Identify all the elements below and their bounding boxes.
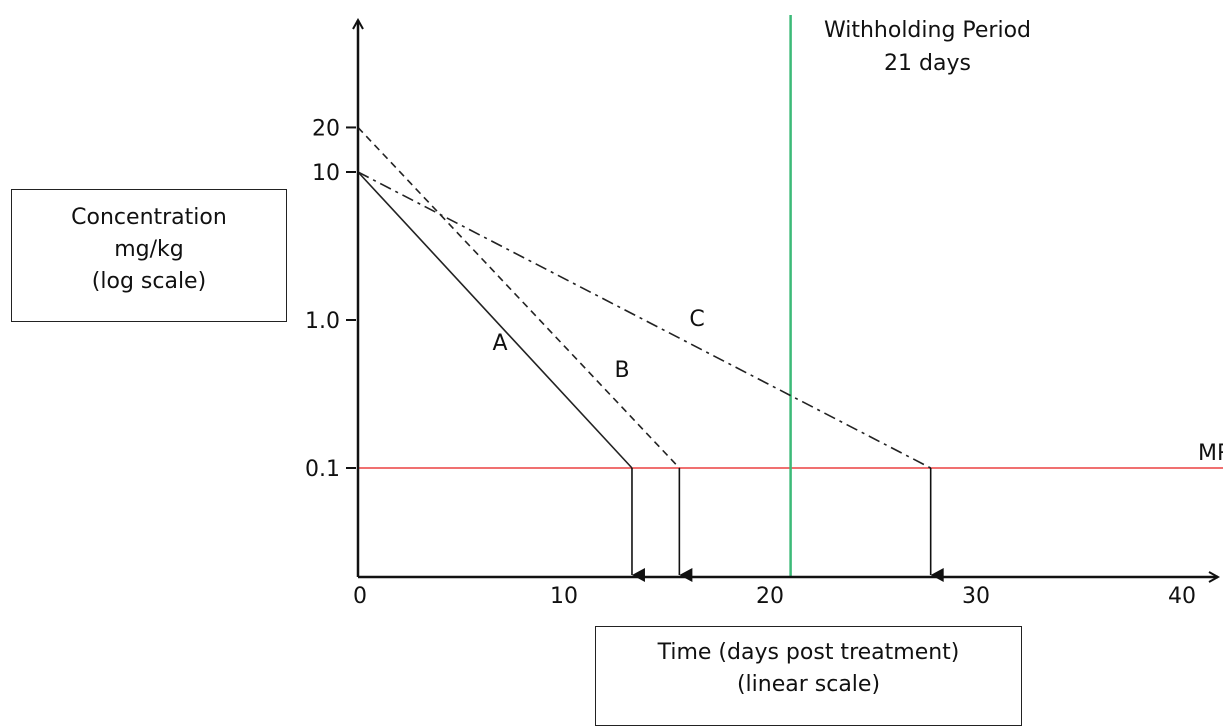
series-label-c: C bbox=[689, 307, 704, 332]
x-tick-label: 40 bbox=[1168, 584, 1196, 609]
series-label-b: B bbox=[614, 358, 629, 383]
series-line-c bbox=[357, 171, 932, 469]
x-tick-label: 0 bbox=[353, 584, 367, 609]
y-tick-label: 0.1 bbox=[305, 457, 340, 482]
withholding-period-label-line-1: Withholding Period bbox=[823, 18, 1032, 43]
x-tick-label: 30 bbox=[962, 584, 990, 609]
x-tick-label: 20 bbox=[756, 584, 784, 609]
x-axis-label-line-2: (linear scale) bbox=[736, 672, 881, 697]
y-axis-label-line-3: (log scale) bbox=[91, 269, 207, 294]
y-axis-label-line-2: mg/kg bbox=[114, 237, 184, 262]
x-tick-label: 10 bbox=[550, 584, 578, 609]
withholding-period-label-line-2: 21 days bbox=[884, 51, 971, 76]
mrl-label: MRL bbox=[1198, 441, 1223, 466]
y-tick-label: 10 bbox=[312, 161, 340, 186]
y-axis-label-box: Concentration mg/kg (log scale) bbox=[11, 189, 287, 322]
series-line-a bbox=[357, 171, 633, 469]
y-tick-label: 20 bbox=[312, 116, 340, 141]
x-axis-label-box: Time (days post treatment) (linear scale… bbox=[595, 626, 1022, 726]
series-line-b bbox=[357, 126, 680, 469]
withholding-period-label: Withholding Period 21 days bbox=[790, 14, 1065, 80]
y-tick-label: 1.0 bbox=[305, 309, 340, 334]
series-label-a: A bbox=[492, 331, 507, 356]
y-axis-label-line-1: Concentration bbox=[71, 205, 227, 230]
x-axis-label-line-1: Time (days post treatment) bbox=[657, 640, 960, 665]
